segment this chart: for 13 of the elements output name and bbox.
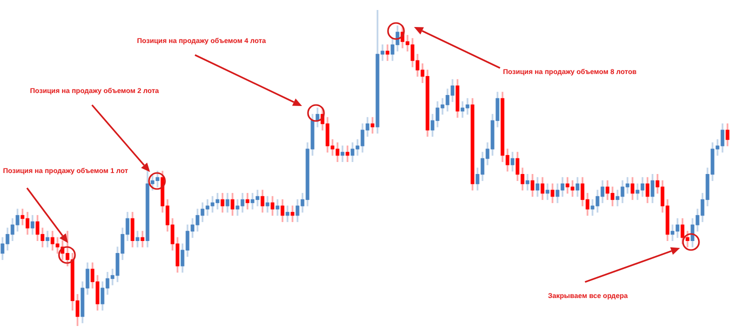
candlestick [46,230,50,248]
candlestick [286,206,290,222]
candlestick [370,117,374,134]
candlestick [246,192,250,210]
candlestick [136,230,140,248]
candlestick [340,146,344,162]
candlestick [526,174,530,190]
candlestick [290,206,294,222]
candlestick [546,183,550,200]
candlestick [386,44,390,61]
candlestick [140,230,144,248]
candlestick [266,196,270,213]
candlestick [346,146,350,162]
